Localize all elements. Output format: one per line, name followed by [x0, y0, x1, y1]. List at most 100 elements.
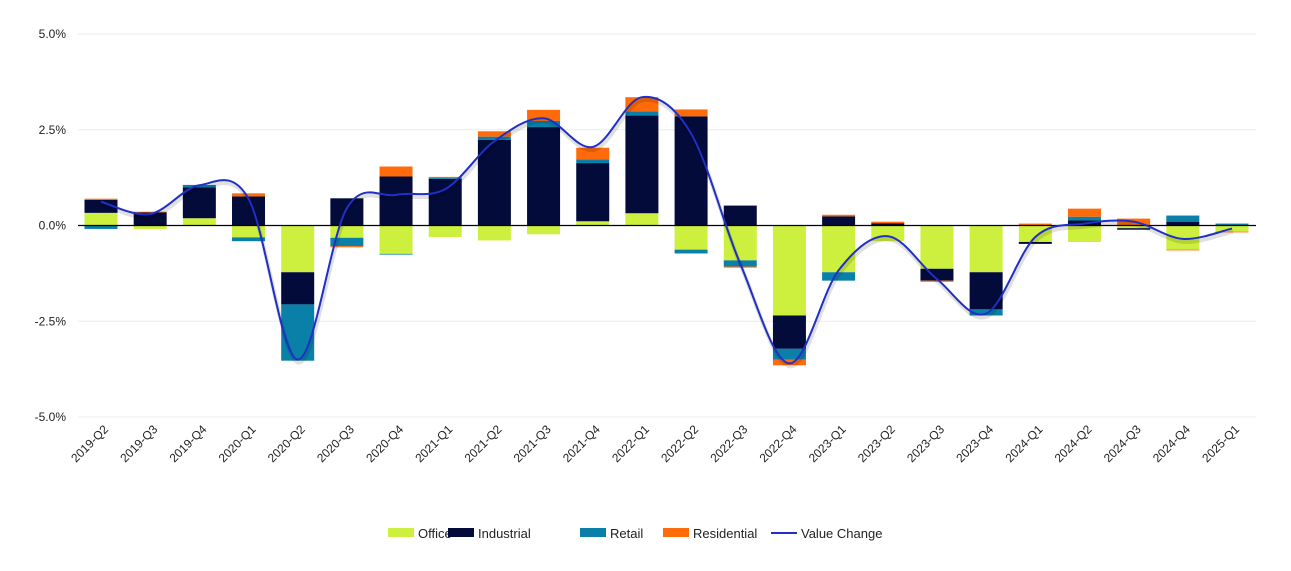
x-tick-label: 2022-Q2	[658, 422, 701, 465]
x-tick-label: 2022-Q4	[757, 422, 800, 465]
x-tick-label: 2024-Q2	[1052, 422, 1095, 465]
legend-item-value-change: Value Change	[771, 526, 882, 541]
bar-retail-2021-Q1	[428, 177, 462, 179]
bar-retail-2022-Q2	[674, 249, 708, 254]
bar-residential-2021-Q3	[527, 109, 561, 121]
bar-industrial-2020-Q1	[232, 196, 266, 226]
bar-retail-2020-Q2	[281, 304, 315, 361]
bar-office-2021-Q2	[477, 225, 511, 241]
bar-residential-2020-Q3	[330, 246, 364, 248]
x-tick-label: 2020-Q1	[216, 422, 259, 465]
value-change-line-path	[100, 95, 1233, 365]
bar-retail-2020-Q1	[232, 237, 266, 242]
bar-retail-2021-Q2	[477, 136, 511, 140]
bar-office-2020-Q1	[232, 225, 266, 238]
bar-residential-2024-Q2	[1067, 208, 1101, 217]
x-tick-label: 2024-Q3	[1101, 422, 1144, 465]
bar-office-2021-Q3	[527, 225, 561, 235]
bar-retail-2023-Q1	[822, 272, 856, 281]
x-tick-label: 2020-Q4	[363, 422, 406, 465]
y-tick-label: -2.5%	[35, 314, 67, 328]
bar-office-2020-Q4	[379, 225, 413, 254]
x-tick-label: 2019-Q2	[68, 422, 111, 465]
x-tick-label: 2025-Q1	[1199, 422, 1242, 465]
bar-residential-2023-Q1	[822, 214, 856, 217]
x-tick-label: 2021-Q1	[412, 422, 455, 465]
bar-office-2022-Q2	[674, 225, 708, 250]
legend-swatch	[580, 528, 606, 537]
bar-residential-2021-Q2	[477, 131, 511, 137]
bar-residential-2023-Q2	[871, 221, 905, 224]
bar-residential-2020-Q1	[232, 193, 266, 197]
x-tick-label: 2021-Q4	[560, 422, 603, 465]
legend-label: Office	[418, 526, 452, 541]
bar-retail-2021-Q3	[527, 120, 561, 128]
bar-office-2024-Q1	[1018, 225, 1052, 242]
legend-label: Industrial	[478, 526, 531, 541]
x-tick-label: 2024-Q1	[1003, 422, 1046, 465]
bar-industrial-2019-Q2	[84, 199, 118, 213]
bar-residential-2021-Q1	[428, 176, 462, 178]
bar-office-2023-Q1	[822, 225, 856, 273]
y-tick-label: -5.0%	[35, 410, 67, 424]
y-tick-label: 2.5%	[39, 123, 67, 137]
x-tick-label: 2022-Q3	[707, 422, 750, 465]
bar-office-2021-Q4	[576, 221, 610, 226]
legend-swatch	[448, 528, 474, 537]
legend-item-office: Office	[388, 526, 452, 541]
legend-swatch	[388, 528, 414, 537]
bar-retail-2022-Q4	[772, 348, 806, 360]
bar-office-2022-Q1	[625, 213, 659, 226]
bar-industrial-2021-Q2	[477, 139, 511, 226]
bar-industrial-2023-Q3	[920, 268, 954, 281]
bar-retail-2019-Q2	[84, 225, 118, 229]
bar-industrial-2022-Q1	[625, 115, 659, 214]
y-tick-label: 0.0%	[39, 219, 67, 233]
x-tick-label: 2022-Q1	[609, 422, 652, 465]
y-tick-label: 5.0%	[39, 27, 67, 41]
bar-industrial-2021-Q1	[428, 178, 462, 226]
x-tick-label: 2023-Q3	[904, 422, 947, 465]
x-tick-label: 2023-Q2	[855, 422, 898, 465]
bar-industrial-2020-Q3	[330, 198, 364, 226]
legend-label: Retail	[610, 526, 643, 541]
bar-retail-2020-Q4	[379, 253, 413, 255]
bar-industrial-2024-Q1	[1018, 241, 1052, 244]
legend-label: Residential	[693, 526, 757, 541]
bar-industrial-2019-Q4	[182, 187, 216, 219]
bar-residential-2019-Q3	[133, 211, 167, 213]
bar-residential-2021-Q4	[576, 147, 610, 160]
bar-industrial-2021-Q4	[576, 163, 610, 222]
bar-office-2019-Q3	[133, 225, 167, 229]
bar-office-2022-Q3	[723, 225, 757, 261]
bar-residential-2022-Q3	[723, 266, 757, 268]
bar-retail-2020-Q3	[330, 237, 364, 247]
x-tick-label: 2023-Q4	[953, 422, 996, 465]
legend-swatch	[663, 528, 689, 537]
bar-industrial-2024-Q3	[1117, 228, 1151, 230]
value-change-line	[100, 95, 1234, 369]
bar-retail-2024-Q4	[1166, 215, 1200, 222]
x-tick-label: 2021-Q2	[462, 422, 505, 465]
bar-residential-2020-Q4	[379, 166, 413, 177]
bar-office-2020-Q3	[330, 225, 364, 238]
bar-industrial-2021-Q3	[527, 127, 561, 226]
bar-industrial-2024-Q4	[1166, 221, 1200, 226]
bar-industrial-2019-Q3	[133, 212, 167, 226]
bar-retail-2021-Q4	[576, 159, 610, 164]
bar-office-2021-Q1	[428, 225, 462, 237]
bar-retail-2025-Q1	[1215, 223, 1249, 226]
x-tick-label: 2020-Q3	[314, 422, 357, 465]
bar-residential-2024-Q1	[1018, 223, 1052, 226]
bar-office-2019-Q4	[182, 218, 216, 226]
bar-office-2024-Q2	[1067, 225, 1101, 242]
bar-industrial-2023-Q1	[822, 216, 856, 226]
bar-office-2023-Q3	[920, 225, 954, 269]
legend-item-residential: Residential	[663, 526, 757, 541]
legend-item-retail: Retail	[580, 526, 643, 541]
bar-residential-2023-Q3	[920, 280, 954, 282]
legend: Office Industrial Retail Residential Value C…	[388, 526, 882, 541]
x-tick-label: 2019-Q3	[117, 422, 160, 465]
legend-item-industrial: Industrial	[448, 526, 531, 541]
